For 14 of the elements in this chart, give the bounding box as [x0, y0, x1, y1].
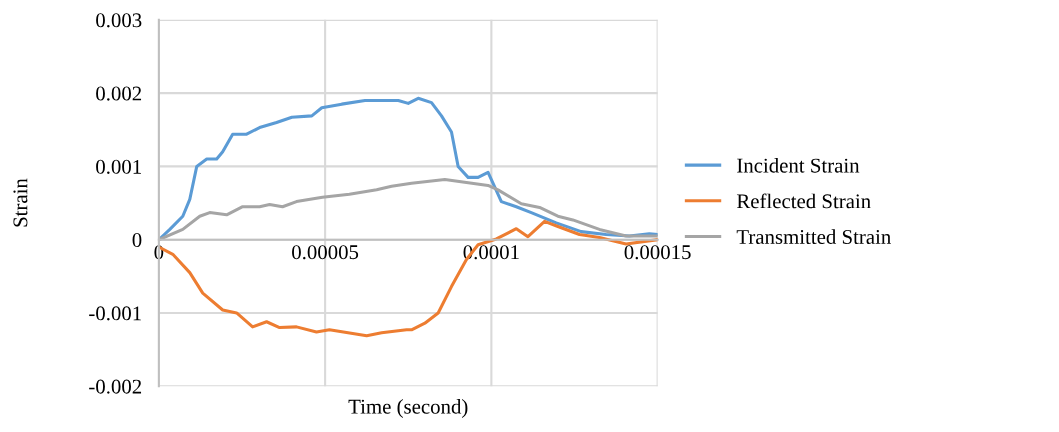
y-tick-label: 0.001	[96, 159, 141, 174]
x-axis-title: Time (second)	[348, 399, 468, 418]
legend-label: Transmitted Strain	[736, 229, 891, 245]
y-tick-label: 0.002	[96, 86, 142, 101]
x-tick-label: 0.00015	[624, 245, 691, 260]
legend-label: Reflected Strain	[736, 193, 871, 209]
y-tick-label: 0.003	[96, 13, 142, 28]
y-axis-title: Strain	[13, 178, 28, 227]
y-tick-label: 0	[132, 233, 142, 248]
line-series	[158, 178, 658, 242]
y-tick-label: -0.002	[89, 379, 142, 394]
x-tick-label: 0.00005	[292, 245, 359, 260]
legend-label: Incident Strain	[737, 157, 860, 173]
y-tick-label: -0.001	[89, 306, 141, 321]
